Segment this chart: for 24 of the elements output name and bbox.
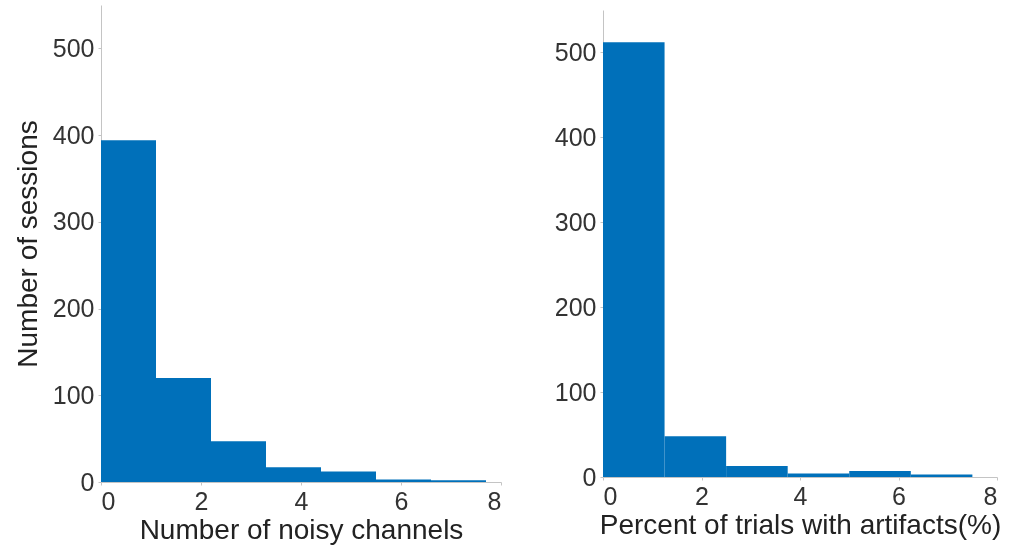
x-tick-label: 4 — [793, 481, 808, 510]
y-tick-label: 500 — [554, 37, 597, 66]
y-tick-label: 0 — [582, 462, 597, 491]
y-axis-title: Number of sessions — [11, 120, 43, 368]
x-tick-label: 8 — [983, 481, 998, 510]
y-tick-label: 400 — [554, 122, 597, 151]
y-tick-label: 100 — [52, 380, 95, 409]
y-tick-label: 100 — [554, 377, 597, 406]
y-tick-label: 200 — [52, 294, 95, 323]
x-axis-title: Percent of trials with artifacts(%) — [599, 508, 1002, 540]
y-tick-label: 400 — [52, 120, 95, 149]
x-tick-label: 0 — [101, 486, 116, 515]
x-tick-label: 2 — [194, 486, 209, 515]
x-axis-title: Number of noisy channels — [139, 513, 464, 545]
x-tick-label: 0 — [603, 481, 618, 510]
y-tick-label: 200 — [554, 292, 597, 321]
y-tick-label: 500 — [52, 33, 95, 62]
y-tick-label: 300 — [554, 207, 597, 236]
y-tick-label: 300 — [52, 207, 95, 236]
x-tick-label: 6 — [892, 481, 906, 510]
x-tick-label: 6 — [394, 486, 409, 515]
x-tick-label: 4 — [294, 486, 309, 515]
x-tick-label: 2 — [695, 481, 709, 510]
x-tick-label: 8 — [487, 486, 502, 515]
